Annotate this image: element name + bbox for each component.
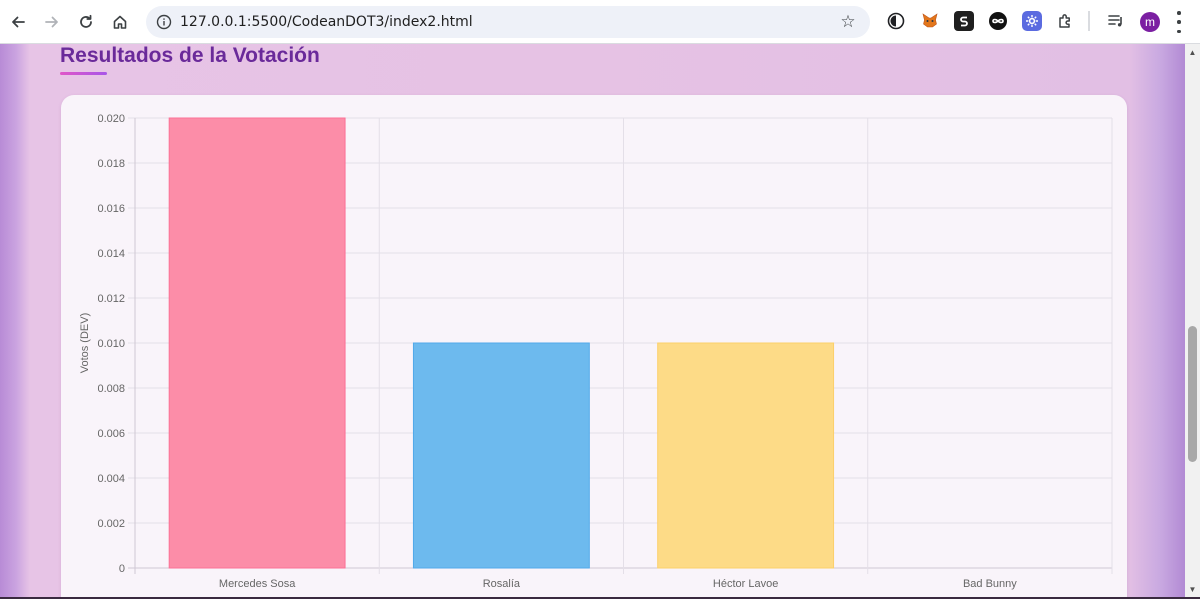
back-arrow-icon[interactable] <box>4 8 32 36</box>
star-icon[interactable]: ☆ <box>840 12 856 31</box>
scroll-up-arrow-icon[interactable]: ▲ <box>1188 48 1197 57</box>
forward-arrow-icon[interactable] <box>38 8 66 36</box>
x-tick-label: Héctor Lavoe <box>713 578 778 590</box>
kebab-menu-icon[interactable] <box>1174 11 1184 33</box>
toolbar-divider <box>1088 11 1090 31</box>
y-tick-label: 0.008 <box>97 383 125 395</box>
bar <box>412 342 590 569</box>
window-bottom-edge <box>0 597 1200 599</box>
reading-list-icon[interactable] <box>1106 11 1126 31</box>
y-tick-label: 0 <box>119 563 125 575</box>
y-tick-label: 0.020 <box>97 113 125 125</box>
home-icon[interactable] <box>106 8 134 36</box>
profile-avatar[interactable]: m <box>1140 12 1160 32</box>
y-tick-label: 0.012 <box>97 293 125 305</box>
page-content: Resultados de la Votación 0 0.002 0.004 0.0… <box>0 44 1185 597</box>
page-title: Resultados de la Votación <box>60 44 320 67</box>
x-tick-label: Mercedes Sosa <box>219 578 296 590</box>
vertical-scrollbar[interactable]: ▲ ▼ <box>1185 44 1200 597</box>
browser-toolbar: 127.0.0.1:5500/CodeanDOT3/index2.html ☆ … <box>0 0 1200 44</box>
bar <box>657 342 835 569</box>
y-tick-label: 0.004 <box>97 473 125 485</box>
y-axis-title: Votos (DEV) <box>79 313 91 374</box>
reload-icon[interactable] <box>72 8 100 36</box>
url-text[interactable]: 127.0.0.1:5500/CodeanDOT3/index2.html <box>180 14 473 30</box>
s-extension-icon[interactable] <box>954 11 974 31</box>
y-tick-label: 0.018 <box>97 158 125 170</box>
x-tick-label: Rosalía <box>483 578 521 590</box>
scroll-down-arrow-icon[interactable]: ▼ <box>1188 585 1197 594</box>
gear-extension-icon[interactable] <box>1022 11 1042 31</box>
y-tick-label: 0.014 <box>97 248 125 260</box>
address-bar[interactable]: 127.0.0.1:5500/CodeanDOT3/index2.html ☆ <box>146 6 870 38</box>
votes-bar-chart: 0 0.002 0.004 0.006 0.008 0.010 0.012 0.014 0.01… <box>79 113 1113 590</box>
chart-card: 0 0.002 0.004 0.006 0.008 0.010 0.012 0.014 0.01… <box>61 95 1127 597</box>
dark-reader-extension-icon[interactable] <box>886 11 906 31</box>
y-tick-label: 0.006 <box>97 428 125 440</box>
infinity-extension-icon[interactable] <box>988 11 1008 31</box>
x-tick-label: Bad Bunny <box>963 578 1017 590</box>
y-tick-label: 0.016 <box>97 203 125 215</box>
y-tick-label: 0.002 <box>97 518 125 530</box>
scrollbar-thumb[interactable] <box>1188 326 1197 462</box>
y-tick-label: 0.010 <box>97 338 125 350</box>
site-info-icon[interactable] <box>154 12 174 32</box>
bar <box>168 117 346 569</box>
puzzle-extensions-icon[interactable] <box>1056 11 1076 31</box>
title-underline <box>60 72 107 75</box>
metamask-fox-icon[interactable] <box>920 11 940 31</box>
